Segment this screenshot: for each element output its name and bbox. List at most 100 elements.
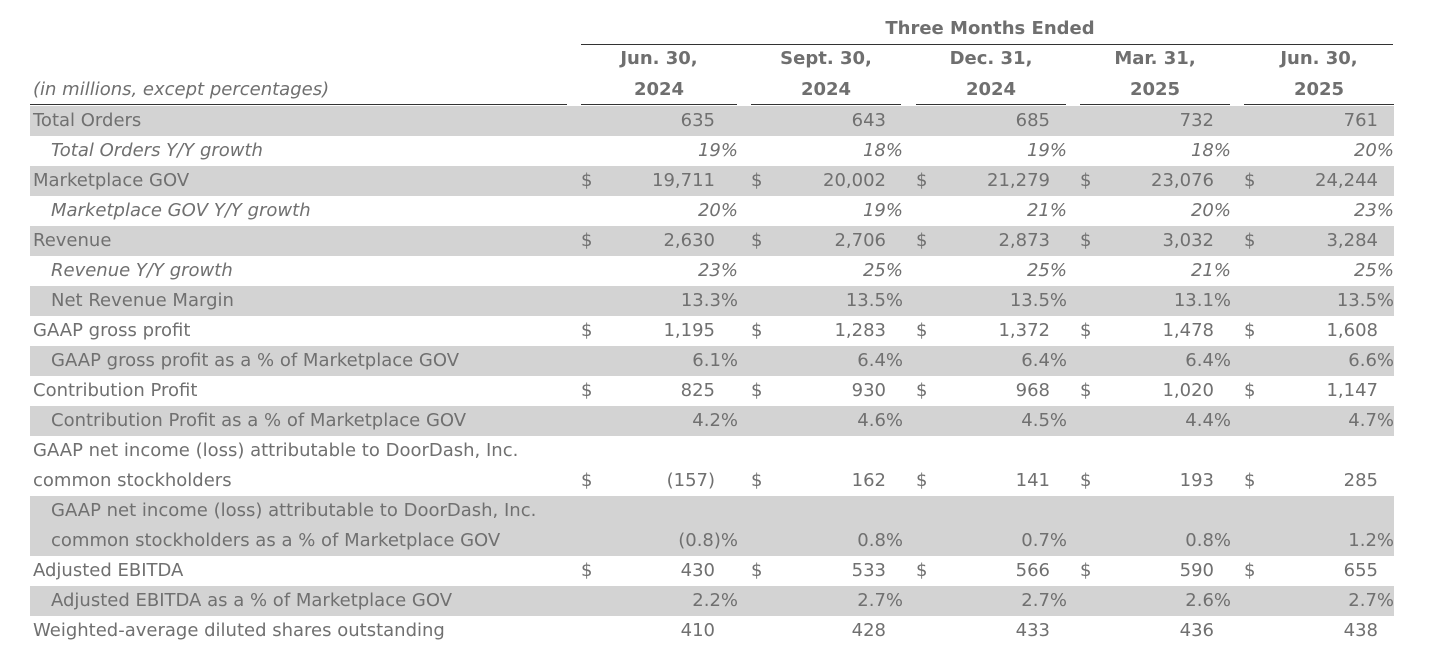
table-cell: 19%	[697, 140, 738, 161]
table-cell: 0.8%	[1185, 530, 1231, 551]
currency-symbol: $	[1244, 320, 1256, 341]
table-cell: 2.7%	[1348, 590, 1394, 611]
table-cell: 23,076	[1151, 170, 1214, 191]
table-cell: 4.5%	[1021, 410, 1067, 431]
row-label: Total Orders Y/Y growth	[51, 140, 263, 161]
table-cell: 438	[1343, 620, 1378, 641]
table-cell: 25%	[862, 260, 903, 281]
currency-symbol: $	[1244, 380, 1256, 401]
table-cell: 6.4%	[1185, 350, 1231, 371]
table-cell: 2.7%	[857, 590, 903, 611]
table-row: GAAP gross profit as a % of Marketplace …	[30, 346, 1394, 376]
table-cell: 4.4%	[1185, 410, 1231, 431]
table-cell: 0.8%	[857, 530, 903, 551]
period-jun-2024-line1: Jun. 30,	[620, 48, 698, 69]
table-cell: 20,002	[823, 170, 886, 191]
table-cell: 1,195	[663, 320, 715, 341]
currency-symbol: $	[1244, 560, 1256, 581]
table-row: Adjusted EBITDA as a % of Marketplace GO…	[30, 586, 1394, 616]
period-sep-2024-line1: Sept. 30,	[780, 48, 872, 69]
table-row: Marketplace GOV $19,711 $20,002 $21,279 $23,…	[30, 166, 1394, 196]
table-row: Weighted-average diluted shares outstand…	[30, 616, 1394, 646]
three-months-ended-header: Three Months Ended	[885, 18, 1095, 39]
label-column-rule	[30, 104, 567, 105]
currency-symbol: $	[751, 230, 763, 251]
table-cell: 732	[1179, 110, 1214, 131]
table-row: Contribution Profit $825 $930 $968 $1,020 $1,…	[30, 376, 1394, 406]
period-jun-2025-rule	[1244, 104, 1394, 105]
table-cell: 1,020	[1162, 380, 1214, 401]
row-label: Adjusted EBITDA as a % of Marketplace GO…	[51, 590, 453, 611]
row-label-line: common stockholders	[33, 470, 232, 491]
table-cell: 1,478	[1162, 320, 1214, 341]
table-cell: 968	[1015, 380, 1050, 401]
currency-symbol: $	[916, 320, 928, 341]
period-jun-2025-line1: Jun. 30,	[1280, 48, 1358, 69]
currency-symbol: $	[1080, 230, 1092, 251]
row-label: GAAP net income (loss) attributable to D…	[51, 496, 536, 556]
table-cell: 2,873	[998, 230, 1050, 251]
table-row: Total Orders 635 643 685 732 761	[30, 106, 1394, 136]
table-row: Net Revenue Margin 13.3% 13.5% 13.5% 13.1% 13…	[30, 286, 1394, 316]
table-cell: 2.6%	[1185, 590, 1231, 611]
row-label: Weighted-average diluted shares outstand…	[33, 620, 445, 641]
currency-symbol: $	[1244, 170, 1256, 191]
table-cell: 13.5%	[845, 290, 903, 311]
units-note: (in millions, except percentages)	[33, 79, 330, 100]
currency-symbol: $	[1080, 470, 1092, 491]
row-label: Adjusted EBITDA	[33, 560, 184, 581]
currency-symbol: $	[751, 320, 763, 341]
table-cell: 761	[1343, 110, 1378, 131]
row-label-line: GAAP net income (loss) attributable to D…	[33, 440, 519, 461]
currency-symbol: $	[751, 470, 763, 491]
period-mar-2025-line1: Mar. 31,	[1114, 48, 1196, 69]
row-label: Marketplace GOV Y/Y growth	[51, 200, 311, 221]
table-row: Revenue $2,630 $2,706 $2,873 $3,032 $3,284	[30, 226, 1394, 256]
table-cell: 2.2%	[692, 590, 738, 611]
table-row: Total Orders Y/Y growth 19% 18% 19% 18% 20%	[30, 136, 1394, 166]
row-label: Revenue Y/Y growth	[51, 260, 233, 281]
table-cell: 4.2%	[692, 410, 738, 431]
table-cell: 1,372	[998, 320, 1050, 341]
currency-symbol: $	[581, 230, 593, 251]
table-cell: 1.2%	[1348, 530, 1394, 551]
currency-symbol: $	[916, 470, 928, 491]
period-sep-2024-rule	[751, 104, 901, 105]
row-label: Revenue	[33, 230, 112, 251]
table-cell: 162	[851, 470, 886, 491]
table-cell: 6.6%	[1348, 350, 1394, 371]
row-label: Contribution Profit	[33, 380, 198, 401]
table-cell: 18%	[1190, 140, 1231, 161]
currency-symbol: $	[916, 560, 928, 581]
table-cell: 590	[1179, 560, 1214, 581]
table-cell: 3,284	[1326, 230, 1378, 251]
table-row: Contribution Profit as a % of Marketplac…	[30, 406, 1394, 436]
row-label: Total Orders	[33, 110, 142, 131]
table-cell: 4.6%	[857, 410, 903, 431]
table-row: GAAP gross profit $1,195 $1,283 $1,372 $1,47…	[30, 316, 1394, 346]
table-cell: 25%	[1353, 260, 1394, 281]
table-cell: 141	[1015, 470, 1050, 491]
table-cell: 20%	[697, 200, 738, 221]
currency-symbol: $	[751, 170, 763, 191]
table-cell: 6.1%	[692, 350, 738, 371]
table-cell: 24,244	[1315, 170, 1378, 191]
table-cell: 1,608	[1326, 320, 1378, 341]
table-cell: 13.3%	[680, 290, 738, 311]
currency-symbol: $	[1080, 560, 1092, 581]
table-cell: 433	[1015, 620, 1050, 641]
table-cell: 19%	[1026, 140, 1067, 161]
table-cell: 566	[1015, 560, 1050, 581]
row-label: Marketplace GOV	[33, 170, 190, 191]
currency-symbol: $	[916, 170, 928, 191]
table-cell: 930	[851, 380, 886, 401]
table-cell: 19%	[862, 200, 903, 221]
table-cell: 21,279	[987, 170, 1050, 191]
period-jun-2024-rule	[581, 104, 737, 105]
period-sep-2024-line2: 2024	[800, 79, 852, 100]
table-cell: 6.4%	[1021, 350, 1067, 371]
currency-symbol: $	[581, 560, 593, 581]
table-cell: 2.7%	[1021, 590, 1067, 611]
row-label: Contribution Profit as a % of Marketplac…	[51, 410, 467, 431]
period-jun-2025-line2: 2025	[1293, 79, 1345, 100]
